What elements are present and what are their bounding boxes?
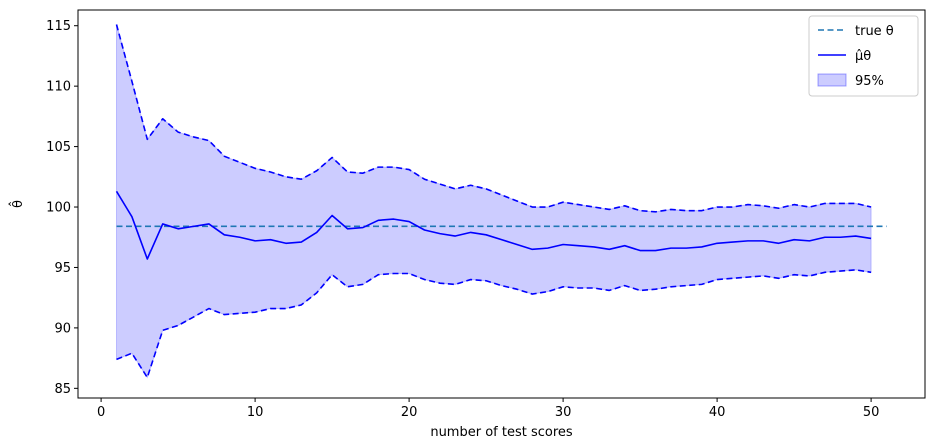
x-tick-label: 20 xyxy=(401,405,418,420)
x-tick-label: 50 xyxy=(863,405,880,420)
series-line-mu-hat xyxy=(115,190,872,260)
confidence-band xyxy=(116,24,872,379)
x-tick-label: 40 xyxy=(709,405,726,420)
y-tick-label: 95 xyxy=(54,261,71,276)
plot-frame xyxy=(77,9,926,399)
x-tick-label: 0 xyxy=(97,405,105,420)
lines-layer xyxy=(115,24,887,379)
legend: true θ μ̂θ 95% xyxy=(808,15,919,97)
x-tick-label: 30 xyxy=(555,405,572,420)
y-tick-label: 110 xyxy=(46,80,71,95)
legend-box xyxy=(808,15,919,97)
legend-band-swatch xyxy=(817,73,847,87)
legend-mu-hat-label: μ̂θ xyxy=(855,49,871,64)
legend-true-theta-label: true θ xyxy=(855,24,894,39)
legend-band-label: 95% xyxy=(855,74,884,89)
x-tick-label: 10 xyxy=(247,405,264,420)
y-tick-label: 90 xyxy=(54,321,71,336)
y-tick-label: 105 xyxy=(46,140,71,155)
x-axis-label: number of test scores xyxy=(430,425,573,440)
series-line-upper-bound xyxy=(115,24,872,213)
confidence-band-layer xyxy=(116,24,872,379)
series-line-lower-bound xyxy=(116,269,872,379)
x-axis-ticks: 0 10 20 30 40 50 xyxy=(97,398,879,420)
y-axis-label: θ̂ xyxy=(9,200,26,208)
y-axis-ticks: 85 90 95 100 105 110 115 xyxy=(46,19,78,397)
y-tick-label: 115 xyxy=(46,19,71,34)
y-tick-label: 85 xyxy=(54,382,71,397)
y-tick-label: 100 xyxy=(46,201,71,216)
